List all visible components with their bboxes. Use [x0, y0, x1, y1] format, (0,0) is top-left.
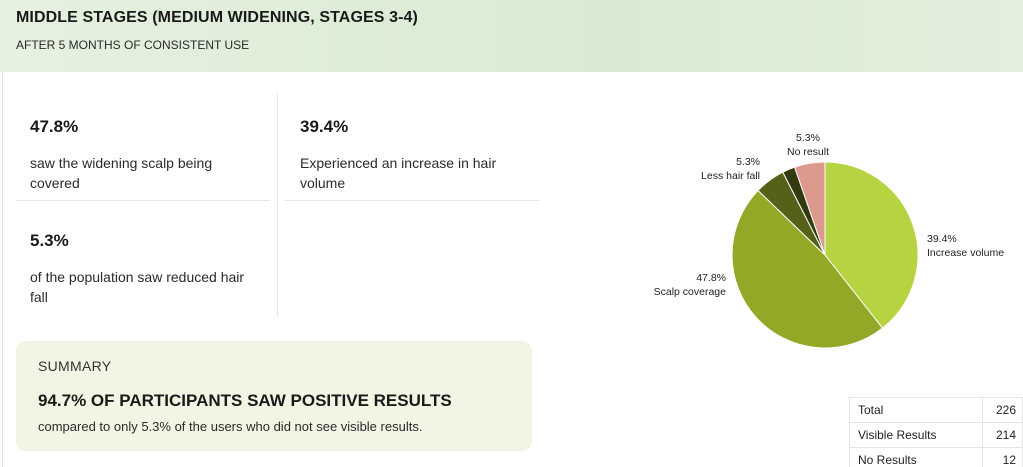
pie-slice-label: 39.4% Increase volume [927, 233, 1004, 259]
totals-table: Total 226 Visible Results 214 No Results… [848, 397, 1023, 467]
table-row: Visible Results 214 [848, 422, 1023, 448]
section-subtitle: AFTER 5 MONTHS OF CONSISTENT USE [16, 38, 250, 52]
pie-slice [731, 189, 884, 349]
pie-slice [793, 161, 826, 256]
summary-note: compared to only 5.3% of the users who d… [38, 419, 423, 434]
pie-slice-label: 5.3% No result [787, 132, 829, 158]
stat-hair-fall: 5.3% of the population saw reduced hair … [30, 231, 260, 307]
section-title: MIDDLE STAGES (MEDIUM WIDENING, STAGES 3… [16, 9, 418, 26]
no-results-value: 12 [982, 447, 1023, 467]
stat-value: 47.8% [30, 117, 79, 136]
visible-results-value: 214 [982, 422, 1023, 448]
pie-slice-label: 5.3% Less hair fall [701, 156, 760, 182]
total-value: 226 [982, 397, 1023, 423]
stat-description: saw the widening scalp being covered [30, 155, 213, 191]
summary-box: SUMMARY 94.7% OF PARTICIPANTS SAW POSITI… [16, 341, 532, 451]
results-pie-chart: 39.4% Increase volume 47.8% Scalp coverage 5… [654, 132, 1004, 349]
stats-divider-horizontal [285, 200, 539, 201]
stat-description: of the population saw reduced hair fall [30, 269, 245, 305]
stat-scalp-coverage: 47.8% saw the widening scalp being cover… [30, 117, 260, 193]
pie-slice-label: 47.8% Scalp coverage [654, 272, 727, 298]
table-row: Total 226 [848, 397, 1023, 423]
pie-slice [824, 161, 919, 329]
section-header: MIDDLE STAGES (MEDIUM WIDENING, STAGES 3… [0, 0, 1023, 72]
stats-divider-vertical [277, 94, 278, 317]
table-row: No Results 12 [848, 447, 1023, 467]
total-label: Total [848, 397, 984, 423]
stat-description: Experienced an increase in hair volume [300, 155, 497, 191]
content-area [2, 72, 1021, 467]
summary-headline: 94.7% OF PARTICIPANTS SAW POSITIVE RESUL… [38, 391, 452, 410]
stats-divider-horizontal [16, 200, 270, 201]
stat-value: 39.4% [300, 117, 349, 136]
summary-label: SUMMARY [38, 358, 112, 374]
no-results-label: No Results [848, 447, 984, 467]
stat-hair-volume: 39.4% Experienced an increase in hair vo… [300, 117, 530, 193]
stat-value: 5.3% [30, 231, 69, 250]
visible-results-label: Visible Results [848, 422, 984, 448]
